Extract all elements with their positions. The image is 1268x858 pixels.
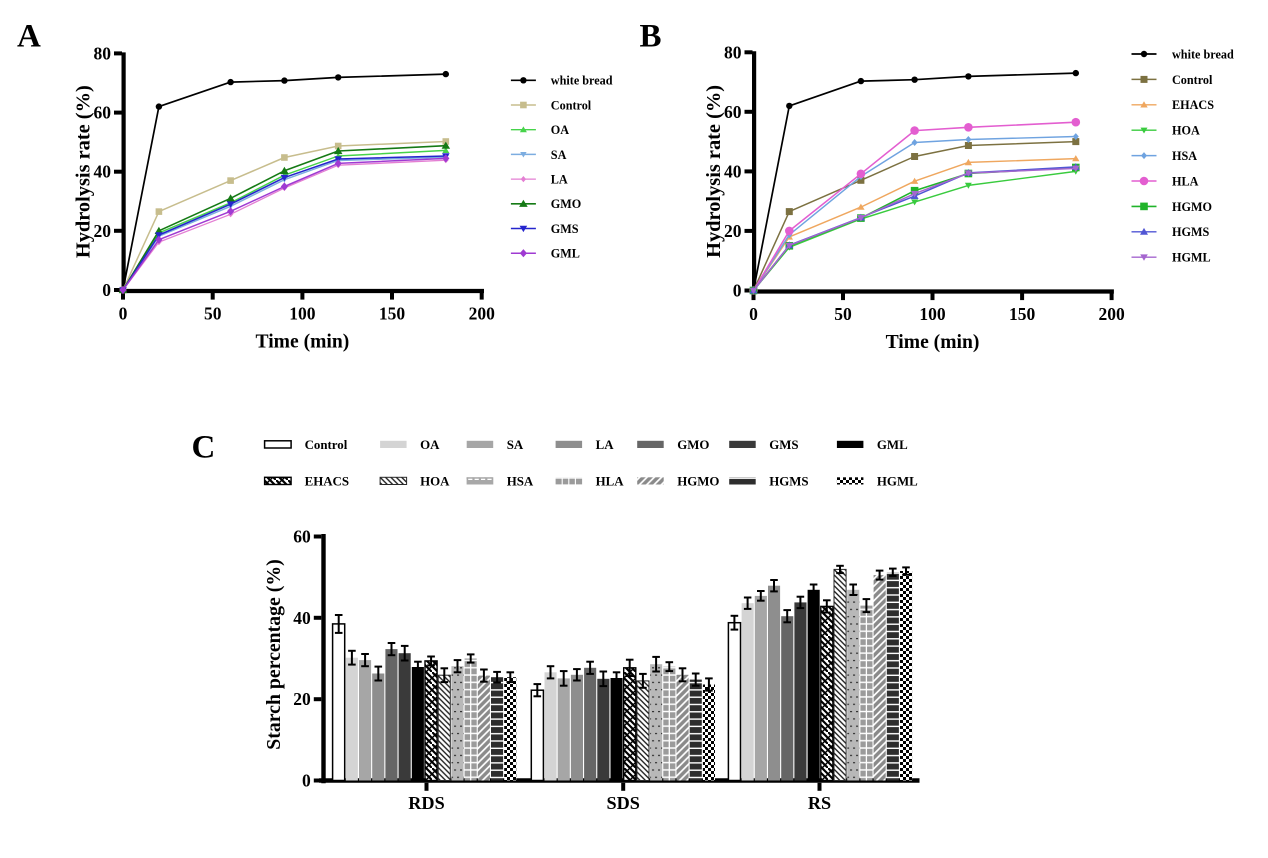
svg-text:OA: OA bbox=[551, 123, 569, 137]
svg-text:60: 60 bbox=[94, 103, 112, 123]
svg-text:Hydrolysis rate (%): Hydrolysis rate (%) bbox=[72, 85, 94, 258]
svg-text:HGML: HGML bbox=[1172, 251, 1211, 265]
svg-text:20: 20 bbox=[293, 689, 311, 709]
svg-text:0: 0 bbox=[302, 771, 311, 791]
svg-text:LA: LA bbox=[596, 438, 615, 452]
svg-text:HGMO: HGMO bbox=[677, 475, 719, 489]
svg-text:40: 40 bbox=[94, 162, 112, 182]
svg-text:Control: Control bbox=[1172, 73, 1213, 87]
svg-text:HGMO: HGMO bbox=[1172, 200, 1212, 214]
svg-text:RDS: RDS bbox=[408, 793, 444, 813]
svg-text:80: 80 bbox=[94, 43, 112, 63]
svg-text:80: 80 bbox=[724, 42, 742, 62]
svg-text:EHACS: EHACS bbox=[305, 475, 349, 489]
svg-text:50: 50 bbox=[204, 304, 222, 324]
svg-text:HGML: HGML bbox=[877, 475, 918, 489]
svg-text:HGMS: HGMS bbox=[1172, 225, 1209, 239]
svg-text:HOA: HOA bbox=[1172, 124, 1200, 138]
svg-text:HOA: HOA bbox=[420, 475, 450, 489]
svg-text:100: 100 bbox=[919, 304, 946, 324]
svg-text:Control: Control bbox=[551, 98, 592, 112]
svg-text:40: 40 bbox=[293, 608, 311, 628]
svg-text:Time (min): Time (min) bbox=[886, 332, 980, 353]
svg-text:150: 150 bbox=[1009, 304, 1036, 324]
svg-text:200: 200 bbox=[469, 304, 496, 324]
svg-text:20: 20 bbox=[724, 221, 742, 241]
svg-text:0: 0 bbox=[119, 304, 128, 324]
svg-text:HGMS: HGMS bbox=[769, 475, 808, 489]
svg-text:HLA: HLA bbox=[596, 475, 625, 489]
svg-text:0: 0 bbox=[749, 304, 758, 324]
svg-text:20: 20 bbox=[94, 221, 112, 241]
svg-text:HSA: HSA bbox=[1172, 149, 1197, 163]
svg-text:200: 200 bbox=[1098, 304, 1125, 324]
svg-text:GMS: GMS bbox=[551, 222, 579, 236]
svg-text:40: 40 bbox=[724, 161, 742, 181]
svg-text:A: A bbox=[17, 19, 41, 55]
svg-text:C: C bbox=[192, 430, 216, 466]
svg-text:GMO: GMO bbox=[677, 438, 709, 452]
svg-text:Hydrolysis rate (%): Hydrolysis rate (%) bbox=[703, 85, 725, 258]
svg-text:Time (min): Time (min) bbox=[256, 332, 350, 353]
svg-text:100: 100 bbox=[289, 304, 316, 324]
svg-text:60: 60 bbox=[724, 102, 742, 122]
svg-text:SA: SA bbox=[551, 148, 567, 162]
svg-text:GMS: GMS bbox=[769, 438, 798, 452]
svg-text:60: 60 bbox=[293, 527, 311, 547]
svg-text:GMO: GMO bbox=[551, 197, 581, 211]
svg-text:GML: GML bbox=[551, 247, 580, 261]
svg-text:RS: RS bbox=[808, 793, 831, 813]
svg-text:SA: SA bbox=[507, 438, 524, 452]
svg-text:150: 150 bbox=[379, 304, 406, 324]
svg-text:white bread: white bread bbox=[1172, 47, 1234, 61]
svg-text:GML: GML bbox=[877, 438, 908, 452]
svg-text:0: 0 bbox=[102, 280, 111, 300]
svg-text:B: B bbox=[640, 19, 662, 55]
svg-text:HSA: HSA bbox=[507, 475, 534, 489]
svg-text:white bread: white bread bbox=[551, 74, 613, 88]
svg-text:50: 50 bbox=[834, 304, 852, 324]
svg-text:EHACS: EHACS bbox=[1172, 98, 1214, 112]
svg-text:Control: Control bbox=[305, 438, 348, 452]
svg-text:OA: OA bbox=[420, 438, 440, 452]
svg-text:LA: LA bbox=[551, 173, 568, 187]
svg-text:HLA: HLA bbox=[1172, 174, 1199, 188]
svg-text:0: 0 bbox=[733, 281, 742, 301]
svg-text:Starch percentage (%): Starch percentage (%) bbox=[263, 559, 285, 749]
svg-text:SDS: SDS bbox=[607, 793, 640, 813]
